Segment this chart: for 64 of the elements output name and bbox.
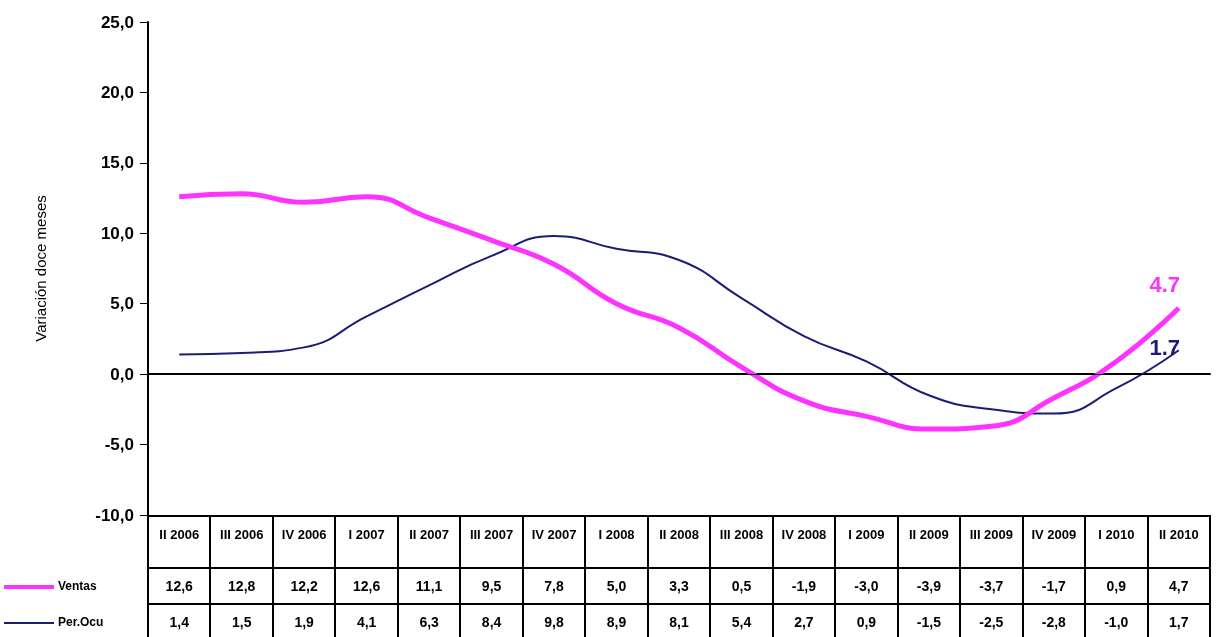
x-tick-label: IV 2008 [781,527,827,542]
y-tick-label: 5,0 [110,294,134,314]
x-tick-label: II 2007 [409,527,449,542]
y-tick-label: 20,0 [100,82,134,102]
data-label: 9,8 [522,604,586,637]
y-axis-title: Variación doce meses [32,195,49,342]
x-tick-label: I 2010 [1098,527,1135,542]
annotation: 1.7 [1149,334,1181,360]
data-label: 9,5 [460,568,523,604]
y-tick-label: -10,0 [95,505,134,525]
y-tick-label: 15,0 [100,153,134,173]
data-label: -2,8 [1022,604,1086,637]
data-label: 11,1 [397,568,461,604]
x-tick-label: II 2006 [159,527,200,542]
data-label: -1,5 [897,604,961,637]
data-label: 7,8 [522,568,586,604]
data-label: -3,0 [835,568,898,604]
y-tick-label: 10,0 [100,223,134,243]
x-tick-label: III 2006 [220,527,264,542]
data-label: 0,9 [1085,568,1148,604]
x-tick-label: II 2009 [909,527,949,542]
data-label: -3,7 [960,568,1023,604]
x-tick-label: II 2008 [659,527,699,542]
data-label: 12,6 [148,568,211,604]
x-tick-label: IV 2006 [281,527,327,542]
data-label: 5,0 [585,568,648,604]
x-tick-label: II 2010 [1158,527,1199,542]
y-tick-label: 0,0 [110,364,134,384]
data-label: 0,5 [710,568,773,604]
data-label: 1,4 [148,604,211,637]
data-label: -1,0 [1085,604,1148,637]
data-label: 0,9 [835,604,898,637]
data-label: 8,1 [647,604,711,637]
data-label: 1,5 [210,604,273,637]
data-label: 1,7 [1147,604,1210,637]
data-label: 12,6 [335,568,398,604]
data-label: 12,8 [210,568,273,604]
data-label: 5,4 [710,604,773,637]
data-label: 4,7 [1147,568,1210,604]
data-label: -1,9 [772,568,836,604]
data-label: -1,7 [1022,568,1086,604]
data-label: 8,4 [460,604,523,637]
y-tick-label: 25,0 [100,12,134,32]
data-label: 2,7 [772,604,836,637]
data-label: 3,3 [647,568,711,604]
data-label: 4,1 [335,604,398,637]
data-label: 12,2 [272,568,336,604]
x-tick-label: III 2009 [969,527,1014,542]
data-label: 1,9 [272,604,336,637]
x-tick-label: I 2007 [348,527,385,542]
legend-label: Ventas [58,579,97,593]
x-tick-label: IV 2007 [531,527,577,542]
data-label: 8,9 [585,604,648,637]
x-tick-label: I 2009 [848,527,885,542]
data-label: -2,5 [960,604,1023,637]
data-label: -3,9 [897,568,961,604]
annotation: 4.7 [1149,272,1181,298]
y-tick-label: -5,0 [104,435,134,455]
x-tick-label: III 2008 [719,527,764,542]
x-tick-label: III 2007 [469,527,514,542]
legend-label: Per.Ocu [58,615,104,629]
x-tick-label: I 2008 [598,527,635,542]
x-tick-label: IV 2009 [1031,527,1077,542]
data-label: 6,3 [397,604,461,637]
